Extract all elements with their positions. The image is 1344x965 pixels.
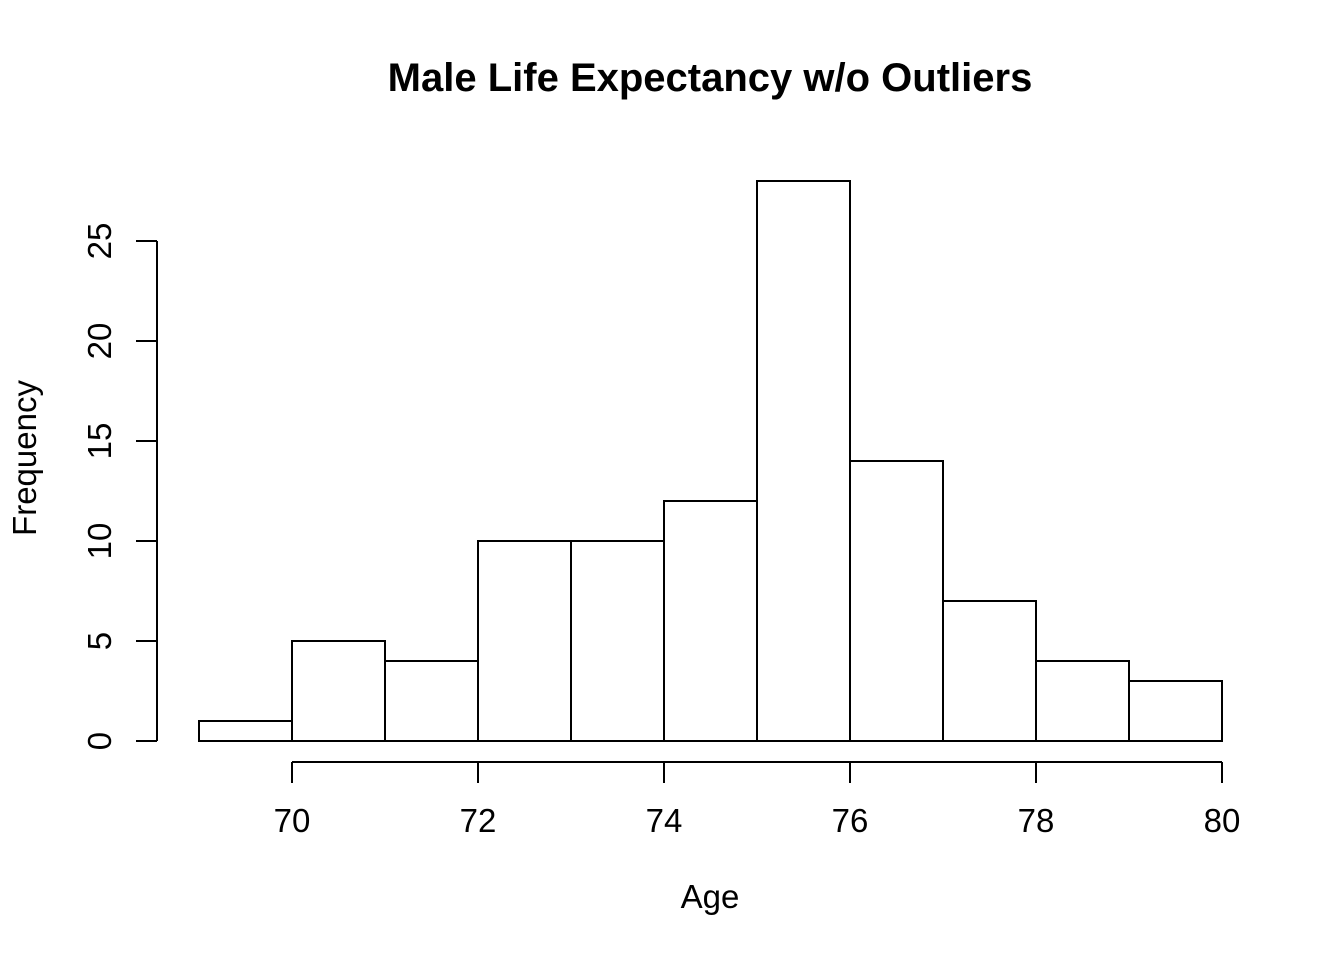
y-tick-label: 15 [81, 423, 118, 460]
y-axis-label: Frequency [6, 380, 43, 536]
x-tick-label: 78 [1018, 802, 1055, 839]
histogram-bar [849, 460, 944, 742]
x-tick-label: 70 [274, 802, 311, 839]
histogram-bar [384, 660, 479, 742]
x-tick-label: 72 [460, 802, 497, 839]
histogram-bar [291, 640, 386, 742]
histogram-bar [198, 720, 293, 742]
y-tick-label: 5 [81, 632, 118, 650]
histogram-bar [1128, 680, 1223, 742]
x-tick-label: 76 [832, 802, 869, 839]
histogram-bar [942, 600, 1037, 742]
y-tick-label: 10 [81, 523, 118, 560]
x-tick-label: 80 [1204, 802, 1241, 839]
histogram-bars [198, 180, 1223, 742]
y-tick-label: 20 [81, 323, 118, 360]
x-axis-label: Age [681, 878, 740, 915]
x-tick-label: 74 [646, 802, 683, 839]
y-tick-label: 0 [81, 732, 118, 750]
histogram-bar [756, 180, 851, 742]
histogram-bar [663, 500, 758, 742]
axes: 0 5 10 15 20 25 70 72 74 76 78 80 [81, 223, 1240, 839]
y-tick-label: 25 [81, 223, 118, 260]
histogram-bar [1035, 660, 1130, 742]
histogram-bar [477, 540, 572, 742]
chart-title: Male Life Expectancy w/o Outliers [388, 56, 1033, 100]
histogram-bar [570, 540, 665, 742]
